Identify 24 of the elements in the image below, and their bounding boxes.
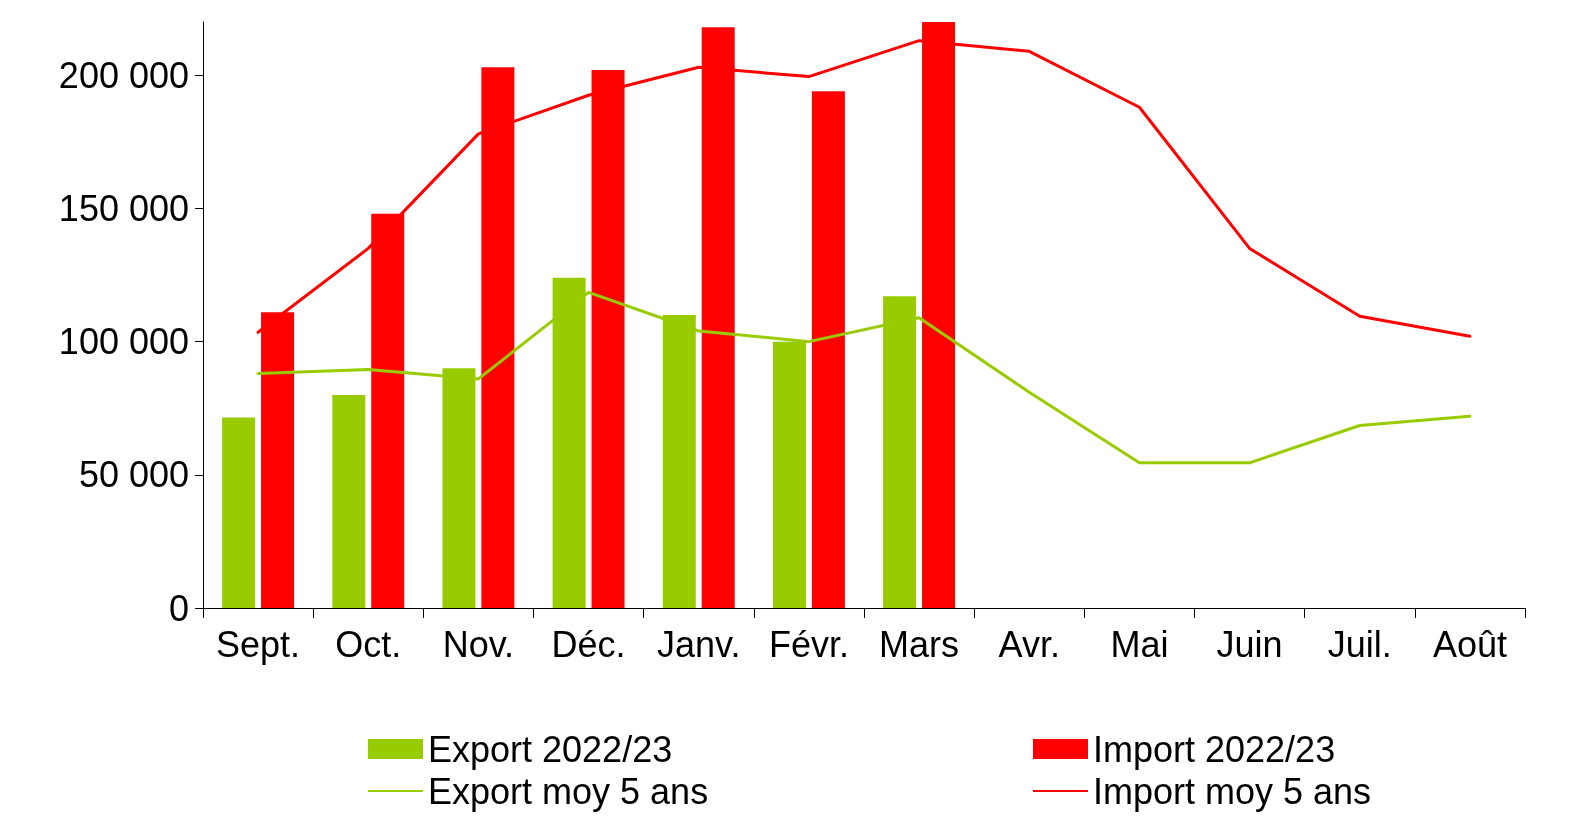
bar	[811, 91, 845, 608]
x-tick-label: Juin	[1216, 623, 1283, 665]
x-tick-label: Oct.	[335, 623, 402, 665]
y-tick-label: 50 000	[78, 454, 189, 496]
y-tick-label: 200 000	[58, 54, 189, 96]
x-tick-label: Janv.	[657, 623, 741, 665]
y-tick-label: 100 000	[58, 321, 189, 363]
legend-label: Import moy 5 ans	[1093, 770, 1372, 812]
x-tick-label: Sept.	[216, 623, 301, 665]
x-tick-label: Avr.	[998, 623, 1060, 665]
legend-label: Import 2022/23	[1093, 728, 1336, 770]
x-tick-label: Mai	[1110, 623, 1169, 665]
bar	[222, 417, 256, 608]
y-tick-label: 0	[168, 587, 189, 629]
x-tick-label: Déc.	[551, 623, 626, 665]
y-tick-label: 150 000	[58, 187, 189, 229]
bar	[332, 394, 366, 608]
x-tick-label: Mars	[879, 623, 960, 665]
x-tick-label: Août	[1432, 623, 1507, 665]
x-tick-label: Juil.	[1327, 623, 1392, 665]
x-tick-label: Nov.	[442, 623, 515, 665]
x-tick-label: Févr.	[768, 623, 849, 665]
legend-label: Export moy 5 ans	[428, 770, 709, 812]
legend-label: Export 2022/23	[428, 728, 673, 770]
